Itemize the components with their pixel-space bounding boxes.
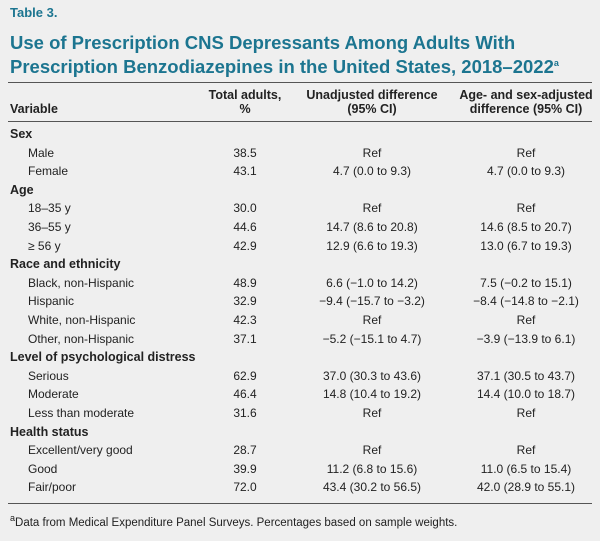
cell: 14.6 (8.5 to 20.7)	[480, 220, 572, 234]
column-header: Unadjusted difference	[306, 88, 438, 102]
column-header: Total adults,	[208, 88, 282, 102]
row-label: 36–55 y	[28, 220, 71, 234]
cell: Ref	[362, 145, 382, 160]
cell: 43.4 (30.2 to 56.5)	[322, 480, 422, 495]
cell: Ref	[516, 406, 536, 420]
cell: 7.5 (−0.2 to 15.1)	[480, 275, 572, 290]
cell: 42.9	[233, 238, 257, 253]
cell: Ref	[516, 201, 536, 216]
section-header: Race and ethnicity	[10, 257, 121, 272]
column-header: (95% CI)	[347, 102, 397, 116]
cell: 30.0	[233, 201, 257, 216]
row-label: Less than moderate	[28, 406, 135, 420]
cell: Ref	[362, 313, 382, 327]
row-label: Serious	[28, 368, 69, 383]
cell: 42.0 (28.9 to 55.1)	[476, 480, 576, 495]
column-header: Age- and sex-adjusted	[459, 88, 593, 102]
cell: 48.9	[233, 275, 257, 290]
cell: 11.2 (6.8 to 15.6)	[326, 461, 418, 476]
cell: 14.7 (8.6 to 20.8)	[326, 220, 418, 234]
cell: 43.1	[233, 164, 257, 179]
title-text: Use of Prescription CNS Depressants Amon…	[10, 32, 554, 78]
footnote-text: Data from Medical Expenditure Panel Surv…	[15, 516, 458, 529]
table-label: Table 3.	[10, 5, 58, 20]
cell: 11.0 (6.5 to 15.4)	[480, 461, 572, 476]
rule	[8, 82, 592, 83]
cell: Ref	[516, 443, 536, 458]
rule	[8, 503, 592, 504]
row-label: Female	[28, 164, 69, 179]
cell: 12.9 (6.6 to 19.3)	[326, 238, 418, 253]
cell: 32.9	[233, 294, 257, 309]
cell: 14.4 (10.0 to 18.7)	[476, 387, 576, 402]
cell: Ref	[362, 443, 382, 458]
cell: 28.7	[233, 443, 257, 458]
section-header: Level of psychological distress	[10, 350, 196, 365]
cell: Ref	[516, 313, 536, 327]
column-header: difference (95% CI)	[469, 102, 583, 116]
cell: 13.0 (6.7 to 19.3)	[480, 238, 572, 253]
cell: Ref	[516, 145, 536, 160]
row-label: Hispanic	[28, 294, 75, 309]
cell: Ref	[362, 201, 382, 216]
cell: 72.0	[233, 480, 257, 495]
cell: −8.4 (−14.8 to −2.1)	[473, 294, 579, 309]
cell: 4.7 (0.0 to 9.3)	[332, 164, 412, 179]
cell: 31.6	[233, 406, 257, 420]
cell: 37.1	[233, 331, 257, 346]
row-label: Excellent/very good	[28, 443, 133, 458]
row-label: Black, non-Hispanic	[28, 275, 135, 290]
cell: 46.4	[233, 387, 257, 402]
row-label: Male	[28, 145, 55, 160]
cell: −5.2 (−15.1 to 4.7)	[322, 331, 422, 346]
footnote-marker: a	[10, 513, 16, 523]
row-label: White, non-Hispanic	[28, 313, 136, 327]
row-label: Other, non-Hispanic	[28, 331, 135, 346]
section-header: Sex	[10, 127, 33, 141]
cell: 62.9	[233, 368, 257, 383]
row-label: Moderate	[28, 387, 79, 402]
cell: 37.0 (30.3 to 43.6)	[322, 368, 422, 383]
cell: 44.6	[233, 220, 257, 234]
cell: 42.3	[233, 313, 257, 327]
section-header: Age	[10, 182, 34, 197]
rule	[8, 121, 592, 122]
cell: 39.9	[233, 461, 257, 476]
row-label: Fair/poor	[28, 480, 77, 495]
column-header: %	[239, 102, 251, 116]
column-header: Variable	[10, 102, 58, 116]
cell: 38.5	[233, 145, 257, 160]
cell: 6.6 (−1.0 to 14.2)	[326, 275, 418, 290]
footnote: aData from Medical Expenditure Panel Sur…	[10, 511, 457, 530]
row-label: Good	[28, 461, 58, 476]
cell: 37.1 (30.5 to 43.7)	[476, 368, 576, 383]
table-title: Use of Prescription CNS Depressants Amon…	[10, 32, 590, 77]
section-header: Health status	[10, 424, 89, 439]
cell: −9.4 (−15.7 to −3.2)	[319, 294, 425, 309]
row-label: ≥ 56 y	[28, 238, 61, 253]
cell: Ref	[362, 406, 382, 420]
cell: 14.8 (10.4 to 19.2)	[322, 387, 422, 402]
cell: −3.9 (−13.9 to 6.1)	[476, 331, 576, 346]
title-note: a	[553, 58, 559, 68]
row-label: 18–35 y	[28, 201, 71, 216]
cell: 4.7 (0.0 to 9.3)	[486, 164, 566, 179]
